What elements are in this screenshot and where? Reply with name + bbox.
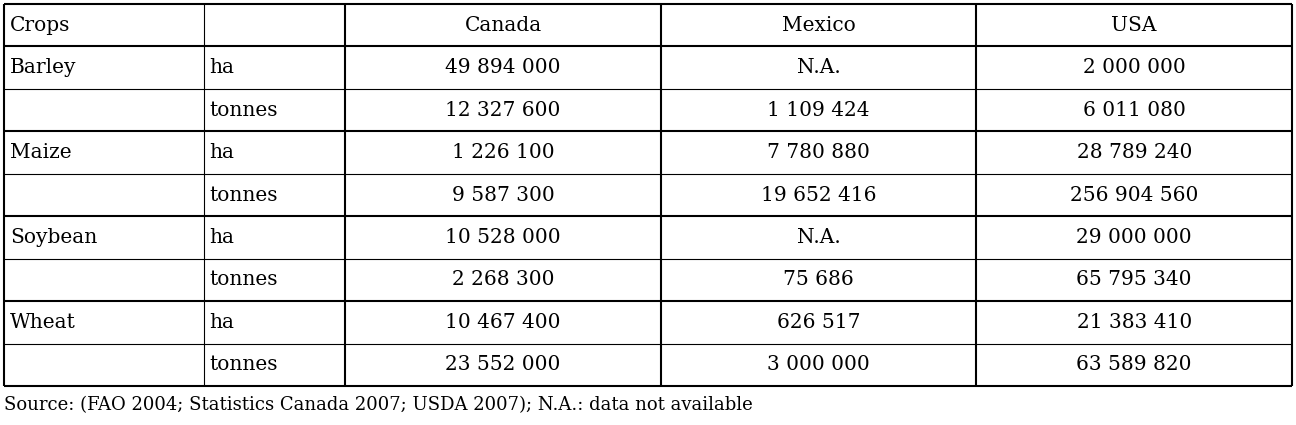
Text: 626 517: 626 517 xyxy=(776,313,861,332)
Text: 75 686: 75 686 xyxy=(783,270,854,289)
Text: Canada: Canada xyxy=(464,16,542,35)
Text: N.A.: N.A. xyxy=(797,58,841,77)
Text: 3 000 000: 3 000 000 xyxy=(767,355,870,374)
Text: 63 589 820: 63 589 820 xyxy=(1077,355,1192,374)
Text: 9 587 300: 9 587 300 xyxy=(452,185,555,204)
Text: 6 011 080: 6 011 080 xyxy=(1082,101,1186,119)
Text: 65 795 340: 65 795 340 xyxy=(1077,270,1192,289)
Text: ha: ha xyxy=(210,143,235,162)
Text: Maize: Maize xyxy=(10,143,71,162)
Text: 21 383 410: 21 383 410 xyxy=(1077,313,1192,332)
Text: N.A.: N.A. xyxy=(797,228,841,247)
Text: ha: ha xyxy=(210,228,235,247)
Text: 12 327 600: 12 327 600 xyxy=(446,101,561,119)
Text: 1 109 424: 1 109 424 xyxy=(767,101,870,119)
Text: tonnes: tonnes xyxy=(210,185,279,204)
Text: 7 780 880: 7 780 880 xyxy=(767,143,870,162)
Text: Soybean: Soybean xyxy=(10,228,97,247)
Text: USA: USA xyxy=(1112,16,1157,35)
Text: 256 904 560: 256 904 560 xyxy=(1070,185,1199,204)
Text: 1 226 100: 1 226 100 xyxy=(452,143,555,162)
Text: 23 552 000: 23 552 000 xyxy=(446,355,561,374)
Text: 2 000 000: 2 000 000 xyxy=(1083,58,1186,77)
Text: 2 268 300: 2 268 300 xyxy=(452,270,555,289)
Text: 10 467 400: 10 467 400 xyxy=(446,313,561,332)
Text: tonnes: tonnes xyxy=(210,270,279,289)
Text: Crops: Crops xyxy=(10,16,70,35)
Text: 10 528 000: 10 528 000 xyxy=(446,228,561,247)
Text: 28 789 240: 28 789 240 xyxy=(1077,143,1192,162)
Text: 49 894 000: 49 894 000 xyxy=(446,58,561,77)
Text: Barley: Barley xyxy=(10,58,76,77)
Text: Mexico: Mexico xyxy=(781,16,855,35)
Text: ha: ha xyxy=(210,58,235,77)
Text: 29 000 000: 29 000 000 xyxy=(1077,228,1192,247)
Text: 19 652 416: 19 652 416 xyxy=(761,185,876,204)
Text: Source: (FAO 2004; Statistics Canada 2007; USDA 2007); N.A.: data not available: Source: (FAO 2004; Statistics Canada 200… xyxy=(4,396,753,414)
Text: Wheat: Wheat xyxy=(10,313,76,332)
Text: ha: ha xyxy=(210,313,235,332)
Text: tonnes: tonnes xyxy=(210,101,279,119)
Text: tonnes: tonnes xyxy=(210,355,279,374)
